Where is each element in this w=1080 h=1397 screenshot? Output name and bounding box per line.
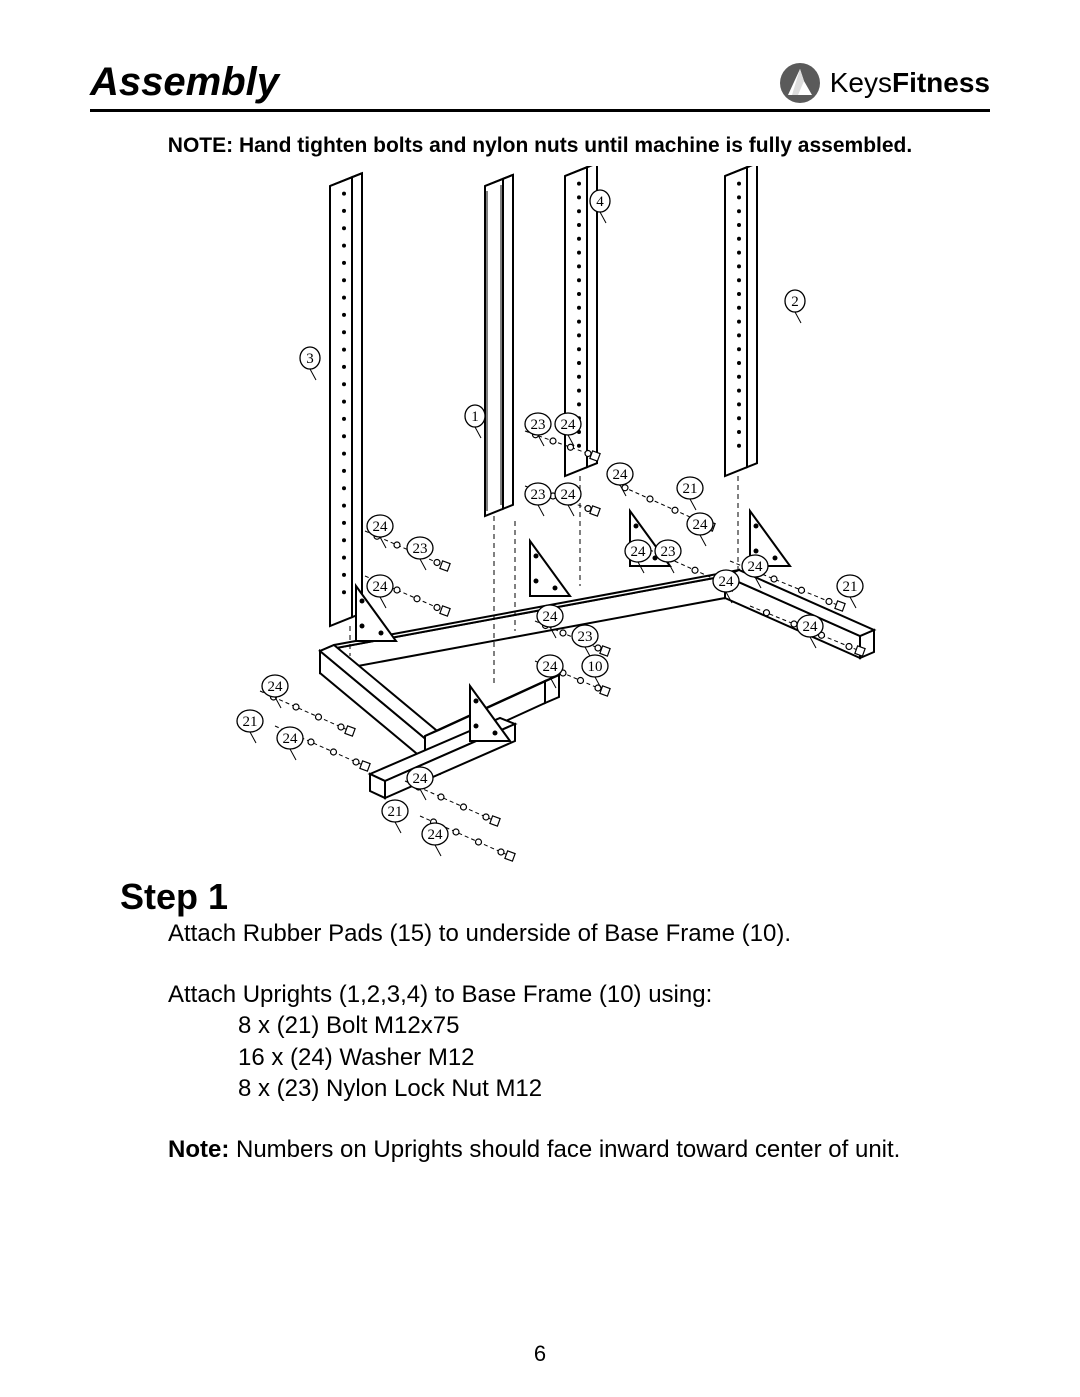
step-line-1: Attach Rubber Pads (15) to underside of …: [168, 918, 950, 949]
svg-text:24: 24: [631, 544, 647, 560]
svg-text:23: 23: [413, 541, 428, 557]
svg-text:1: 1: [471, 409, 479, 425]
svg-text:24: 24: [283, 731, 299, 747]
svg-text:24: 24: [693, 517, 709, 533]
svg-text:23: 23: [531, 487, 546, 503]
svg-text:24: 24: [268, 679, 284, 695]
step-footnote: Note: Numbers on Uprights should face in…: [168, 1134, 950, 1165]
svg-text:10: 10: [588, 659, 603, 675]
svg-text:21: 21: [683, 481, 698, 497]
svg-text:24: 24: [561, 487, 577, 503]
svg-text:23: 23: [578, 629, 593, 645]
step-line-2: Attach Uprights (1,2,3,4) to Base Frame …: [168, 979, 950, 1104]
brand-text-fitness: Fitness: [892, 67, 990, 98]
svg-text:24: 24: [373, 579, 389, 595]
svg-text:23: 23: [661, 544, 676, 560]
brand-icon: [778, 61, 822, 105]
svg-text:23: 23: [531, 417, 546, 433]
svg-text:21: 21: [388, 804, 403, 820]
page-title: Assembly: [90, 60, 279, 105]
assembly-diagram: 4231232423242421242423242421242423242423…: [170, 166, 910, 866]
svg-text:24: 24: [428, 827, 444, 843]
svg-text:2: 2: [791, 294, 799, 310]
svg-text:3: 3: [306, 351, 314, 367]
svg-text:24: 24: [413, 771, 429, 787]
svg-text:24: 24: [719, 574, 735, 590]
svg-text:24: 24: [803, 619, 819, 635]
svg-text:24: 24: [748, 559, 764, 575]
svg-text:21: 21: [843, 579, 858, 595]
step-heading: Step 1: [120, 876, 990, 918]
svg-text:24: 24: [613, 467, 629, 483]
assembly-note: NOTE: Hand tighten bolts and nylon nuts …: [90, 134, 990, 158]
svg-text:24: 24: [561, 417, 577, 433]
svg-text:24: 24: [543, 659, 559, 675]
svg-text:21: 21: [243, 714, 258, 730]
svg-text:24: 24: [373, 519, 389, 535]
brand-logo: KeysFitness: [778, 61, 990, 105]
brand-text-keys: Keys: [830, 67, 892, 98]
page-number: 6: [0, 1341, 1080, 1367]
svg-text:24: 24: [543, 609, 559, 625]
svg-text:4: 4: [596, 194, 604, 210]
